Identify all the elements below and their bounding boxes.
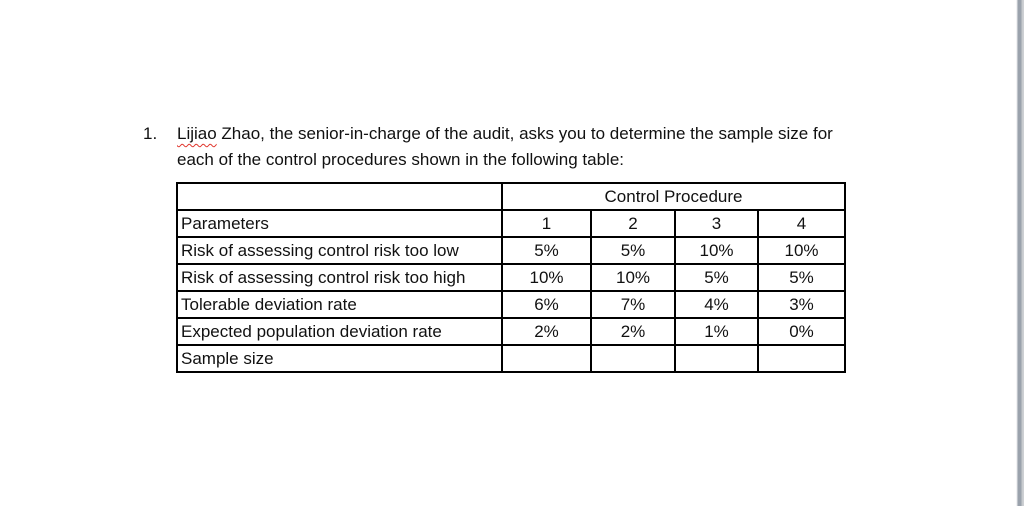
misspelled-word: Lijiao — [177, 124, 217, 143]
value-cell: 3% — [757, 290, 846, 319]
param-label-cell: Sample size — [176, 344, 503, 373]
value-cell: 10% — [501, 263, 592, 292]
value-cell: 0% — [757, 317, 846, 346]
param-label-cell: Risk of assessing control risk too high — [176, 263, 503, 292]
table-row: Risk of assessing control risk too high … — [176, 263, 846, 292]
col-header-cell: 1 — [501, 209, 592, 238]
value-cell: 5% — [590, 236, 676, 265]
question-number: 1. — [143, 124, 158, 143]
col-header-cell: 2 — [590, 209, 676, 238]
value-cell — [590, 344, 676, 373]
param-label-cell: Expected population deviation rate — [176, 317, 503, 346]
table-row-column-headers: Parameters 1 2 3 4 — [176, 209, 846, 238]
param-label-cell: Tolerable deviation rate — [176, 290, 503, 319]
corner-cell — [176, 182, 503, 211]
value-cell: 7% — [590, 290, 676, 319]
group-header-cell: Control Procedure — [501, 182, 846, 211]
param-label-cell: Risk of assessing control risk too low — [176, 236, 503, 265]
table-row: Expected population deviation rate 2% 2%… — [176, 317, 846, 346]
question-line-2: each of the control procedures shown in … — [177, 150, 624, 169]
value-cell: 10% — [674, 236, 759, 265]
col-header-cell: 3 — [674, 209, 759, 238]
value-cell: 2% — [590, 317, 676, 346]
value-cell: 2% — [501, 317, 592, 346]
value-cell: 5% — [501, 236, 592, 265]
value-cell — [501, 344, 592, 373]
value-cell: 5% — [757, 263, 846, 292]
table-row: Risk of assessing control risk too low 5… — [176, 236, 846, 265]
question-text: Lijiao Zhao, the senior-in-charge of the… — [177, 121, 833, 173]
scrollbar-track[interactable] — [1016, 0, 1024, 506]
col-header-cell: 4 — [757, 209, 846, 238]
control-procedure-table: Control Procedure Parameters 1 2 3 4 Ris… — [176, 182, 846, 373]
param-header-cell: Parameters — [176, 209, 503, 238]
table-row: Sample size — [176, 344, 846, 373]
value-cell: 6% — [501, 290, 592, 319]
value-cell — [757, 344, 846, 373]
value-cell: 1% — [674, 317, 759, 346]
value-cell: 4% — [674, 290, 759, 319]
value-cell: 10% — [757, 236, 846, 265]
table-row: Tolerable deviation rate 6% 7% 4% 3% — [176, 290, 846, 319]
question-line-1: Lijiao Zhao, the senior-in-charge of the… — [177, 121, 833, 147]
question-line-1-rest: Zhao, the senior-in-charge of the audit,… — [216, 124, 833, 143]
table-row-group-header: Control Procedure — [176, 182, 846, 211]
value-cell: 10% — [590, 263, 676, 292]
question-paragraph: 1. Lijiao Zhao, the senior-in-charge of … — [143, 121, 833, 173]
value-cell — [674, 344, 759, 373]
value-cell: 5% — [674, 263, 759, 292]
